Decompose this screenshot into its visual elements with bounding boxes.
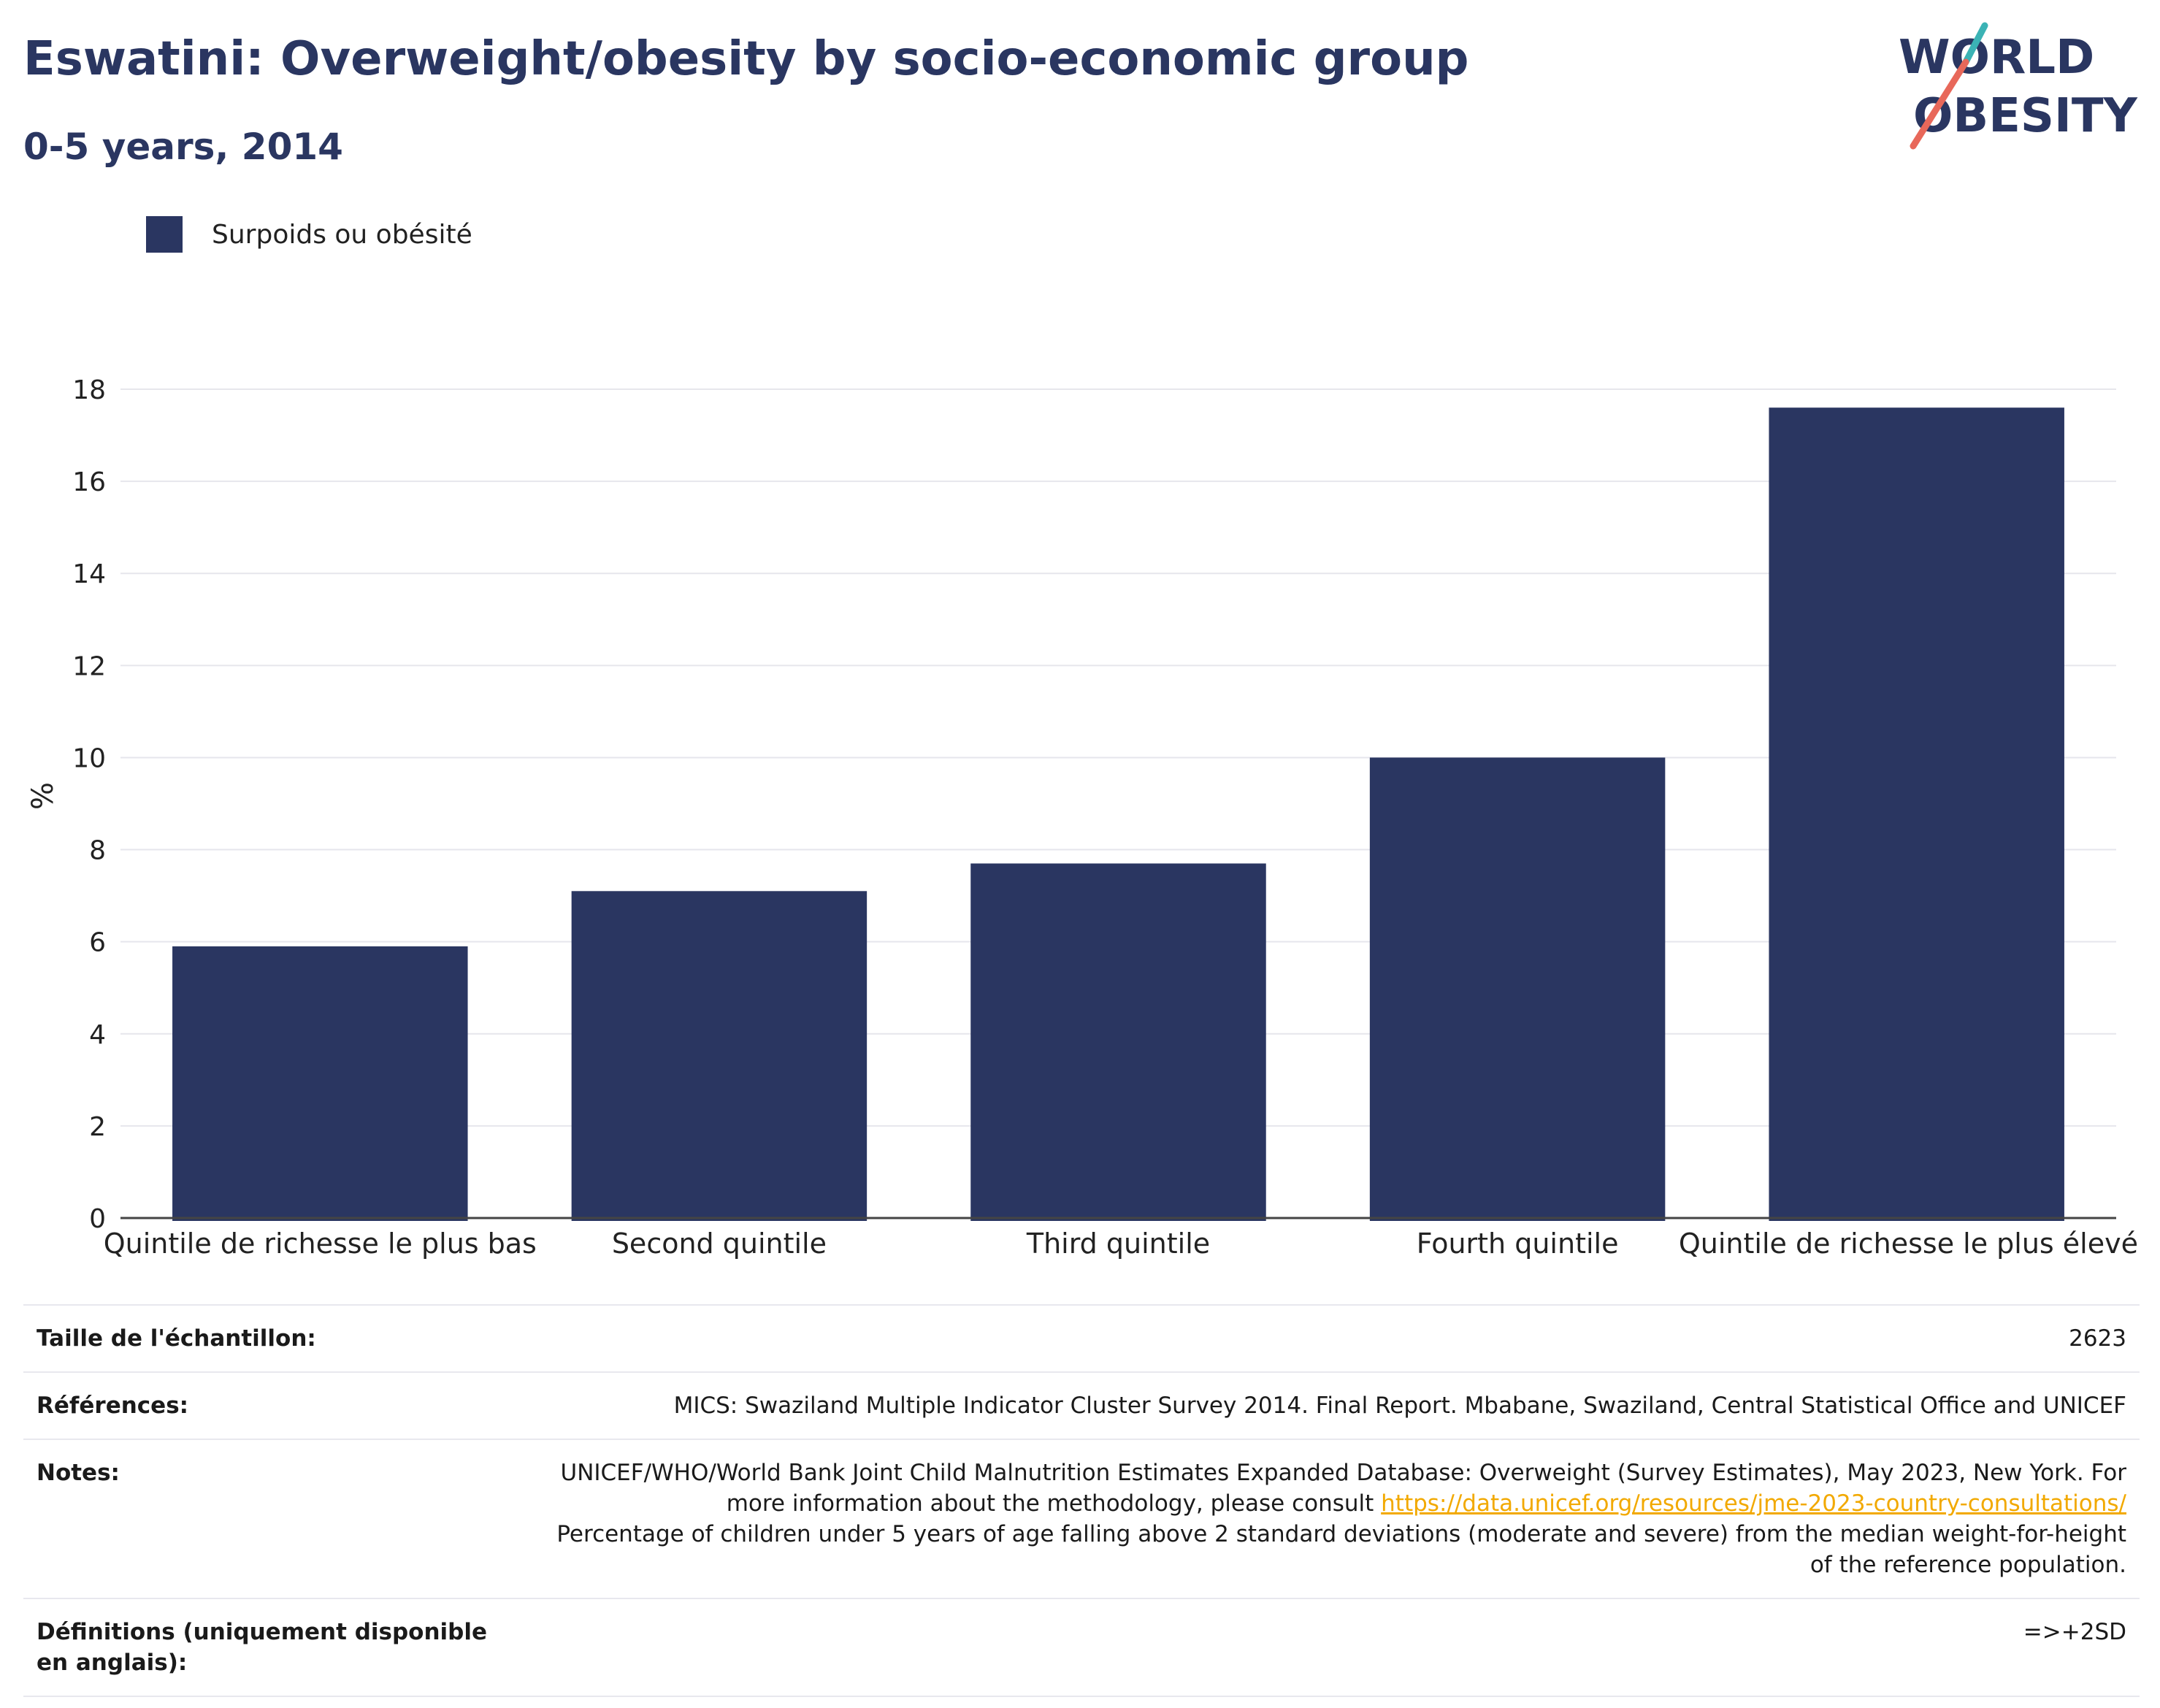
- y-tick-label: 2: [89, 1112, 106, 1142]
- definitions-label: Définitions (uniquement disponible en an…: [23, 1598, 532, 1697]
- x-tick-label: Second quintile: [612, 1228, 827, 1260]
- info-table: Taille de l'échantillon: 2623 Références…: [23, 1304, 2140, 1697]
- logo-line2: OBESITY: [1913, 89, 2137, 143]
- bar[interactable]: [571, 891, 868, 1221]
- notes-label: Notes:: [23, 1439, 532, 1598]
- notes-definition-text: Percentage of children under 5 years of …: [556, 1521, 2126, 1578]
- bar-chart: 0 2 4 6 8 10 12 14 16 18 Quintile de richesse le p…: [26, 375, 2138, 1260]
- references-label: Références:: [23, 1371, 532, 1439]
- sample-size-value: 2623: [532, 1304, 2140, 1372]
- bar[interactable]: [970, 863, 1266, 1221]
- bar[interactable]: [1769, 407, 2064, 1222]
- logo-line1: WORLD: [1899, 31, 2094, 85]
- page-subtitle: 0-5 years, 2014: [23, 126, 343, 168]
- y-tick-label: 18: [72, 375, 106, 405]
- x-tick-label: Third quintile: [1026, 1228, 1210, 1260]
- axes: 0 2 4 6 8 10 12 14 16 18 Quintile de richesse le p…: [72, 375, 2138, 1260]
- logo-slash-coral: [1910, 58, 1969, 150]
- y-axis-label: %: [26, 782, 60, 810]
- bar[interactable]: [172, 946, 468, 1221]
- notes-value: UNICEF/WHO/World Bank Joint Child Malnut…: [532, 1439, 2140, 1598]
- world-obesity-logo: WORLD OBESITY: [1899, 22, 2137, 150]
- y-tick-label: 10: [72, 743, 106, 773]
- logo-slash-teal: [1962, 22, 1988, 66]
- y-tick-label: 16: [72, 467, 106, 497]
- definitions-value: =>+2SD: [532, 1598, 2140, 1697]
- bar[interactable]: [1369, 757, 1666, 1221]
- references-value: MICS: Swaziland Multiple Indicator Clust…: [532, 1371, 2140, 1439]
- legend[interactable]: Surpoids ou obésité: [146, 216, 472, 253]
- y-tick-label: 14: [72, 559, 106, 589]
- info-row-definitions: Définitions (uniquement disponible en an…: [23, 1598, 2140, 1697]
- y-tick-label: 12: [72, 651, 106, 681]
- info-row-references: Références: MICS: Swaziland Multiple Ind…: [23, 1371, 2140, 1439]
- x-tick-label: Fourth quintile: [1417, 1228, 1619, 1260]
- x-tick-label: Quintile de richesse le plus élevé: [1679, 1228, 2138, 1260]
- page-title: Eswatini: Overweight/obesity by socio-ec…: [23, 32, 1469, 86]
- y-tick-label: 6: [89, 928, 106, 958]
- legend-label: Surpoids ou obésité: [212, 219, 472, 250]
- y-tick-label: 0: [89, 1204, 106, 1234]
- info-row-notes: Notes: UNICEF/WHO/World Bank Joint Child…: [23, 1439, 2140, 1598]
- y-tick-label: 4: [89, 1020, 106, 1050]
- y-tick-label: 8: [89, 836, 106, 866]
- x-tick-label: Quintile de richesse le plus bas: [104, 1228, 537, 1260]
- info-row-sample-size: Taille de l'échantillon: 2623: [23, 1304, 2140, 1372]
- legend-swatch: [146, 216, 183, 253]
- notes-text: UNICEF/WHO/World Bank Joint Child Malnut…: [560, 1460, 2127, 1517]
- notes-link[interactable]: https://data.unicef.org/resources/jme-20…: [1381, 1490, 2126, 1517]
- sample-size-label: Taille de l'échantillon:: [23, 1304, 532, 1372]
- bars: [172, 407, 2064, 1222]
